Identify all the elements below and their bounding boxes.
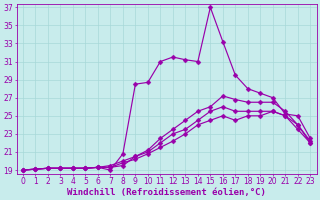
X-axis label: Windchill (Refroidissement éolien,°C): Windchill (Refroidissement éolien,°C) [67,188,266,197]
